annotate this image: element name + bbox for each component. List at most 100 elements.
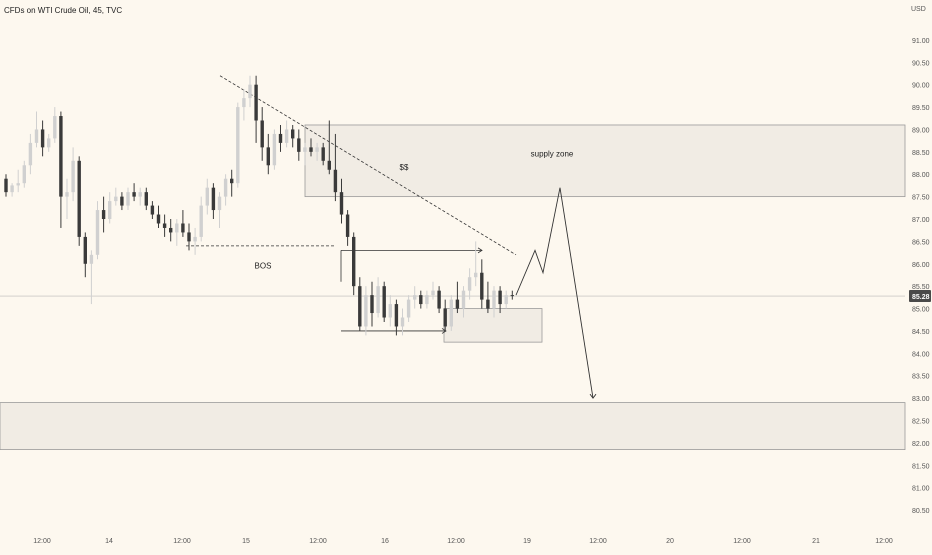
y-tick-label: 87.50 <box>912 195 930 202</box>
candle-body <box>291 129 295 139</box>
projected-path-head <box>589 393 597 399</box>
candle <box>467 268 472 300</box>
x-tick-label: 16 <box>381 538 389 545</box>
candle <box>254 75 258 143</box>
candle-body <box>193 236 197 242</box>
candle <box>187 223 191 251</box>
y-tick-label: 81.50 <box>912 463 930 470</box>
candle <box>382 281 386 322</box>
small-demand-box <box>443 308 543 343</box>
supply-zone-box <box>304 124 906 198</box>
candle-body <box>382 286 386 318</box>
x-tick-label: 12:00 <box>733 538 751 545</box>
candle-body <box>272 133 277 166</box>
x-tick-label: 12:00 <box>447 538 465 545</box>
y-tick-label: 88.00 <box>912 172 930 179</box>
candle-body <box>34 129 39 143</box>
candle <box>303 142 307 166</box>
candle <box>71 147 75 202</box>
candle <box>126 187 130 211</box>
candle <box>169 219 173 242</box>
x-tick-label: 20 <box>666 538 674 545</box>
candle-body <box>205 187 209 206</box>
candle <box>47 133 51 152</box>
y-tick-label: 89.50 <box>912 105 930 112</box>
candle-body <box>431 290 435 296</box>
candles-layer <box>4 75 514 336</box>
candle-body <box>345 214 350 237</box>
currency-label: USD <box>911 6 926 13</box>
x-tick-label: 15 <box>242 538 250 545</box>
y-tick-label: 89.00 <box>912 127 930 134</box>
x-tick-label: 21 <box>812 538 820 545</box>
candle-body <box>400 317 405 327</box>
candle-body <box>223 178 228 197</box>
candle <box>144 187 148 211</box>
candle <box>321 142 325 166</box>
candle-body <box>156 214 161 224</box>
time-axis: 12:00 14 12:00 15 12:00 16 12:00 19 12:00 20 12:00… <box>33 538 893 545</box>
candle <box>40 120 45 157</box>
candle <box>443 299 447 331</box>
y-tick-label: 85.00 <box>912 307 930 314</box>
candle-body <box>40 129 45 148</box>
zones-layer <box>0 124 906 450</box>
candle <box>437 286 441 314</box>
candle <box>376 277 380 318</box>
candle <box>278 124 283 152</box>
candle-body <box>175 223 179 233</box>
y-tick-label: 87.00 <box>912 217 930 224</box>
candle <box>327 120 331 175</box>
candle-body <box>95 210 100 255</box>
candle-body <box>114 196 118 202</box>
candle <box>22 160 26 188</box>
candle-body <box>413 295 417 300</box>
candle <box>236 102 240 188</box>
candle <box>114 187 118 206</box>
range-top-arrow-head <box>477 247 483 254</box>
y-tick-label: 86.50 <box>912 239 930 246</box>
candle-body <box>467 277 472 291</box>
candle-body <box>138 192 142 197</box>
candle <box>217 192 222 228</box>
candle <box>65 178 69 220</box>
demand-zone-box <box>0 402 906 450</box>
candle <box>242 89 246 121</box>
candle-body <box>437 290 441 309</box>
candle-body <box>266 147 270 166</box>
candle <box>223 174 228 206</box>
candle-body <box>211 187 216 211</box>
y-tick-label: 81.00 <box>912 486 930 493</box>
candle <box>333 133 338 202</box>
candle <box>138 187 142 206</box>
candle <box>248 75 252 108</box>
candle <box>474 241 478 287</box>
candle <box>175 219 179 246</box>
bos-label: BOS <box>255 261 272 270</box>
candle <box>388 295 392 327</box>
candle-body <box>4 178 8 193</box>
candle-body <box>59 116 63 197</box>
candle <box>461 286 466 318</box>
candle-body <box>419 295 423 305</box>
candle <box>504 290 508 309</box>
candle <box>486 281 490 314</box>
x-tick-label: 14 <box>105 538 113 545</box>
candle-body <box>108 201 112 220</box>
candle <box>510 290 514 300</box>
candle <box>272 129 277 170</box>
candle <box>291 124 295 148</box>
y-tick-label: 91.00 <box>912 38 930 45</box>
candle-body <box>388 304 392 318</box>
candle <box>455 281 460 314</box>
candle <box>89 250 94 305</box>
candle <box>358 277 362 331</box>
candle <box>59 111 63 228</box>
candle <box>108 192 112 224</box>
candle-body <box>132 192 136 197</box>
candle-body <box>510 295 514 297</box>
y-tick-label: 82.00 <box>912 441 930 448</box>
candle <box>150 201 155 220</box>
